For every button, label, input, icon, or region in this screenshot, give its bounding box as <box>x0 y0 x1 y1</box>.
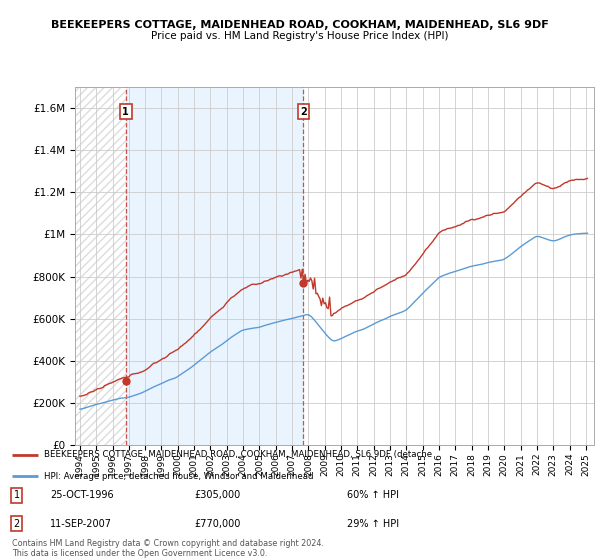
Text: £770,000: £770,000 <box>194 519 241 529</box>
Text: HPI: Average price, detached house, Windsor and Maidenhead: HPI: Average price, detached house, Wind… <box>44 472 314 480</box>
Text: 60% ↑ HPI: 60% ↑ HPI <box>347 491 399 501</box>
Text: 29% ↑ HPI: 29% ↑ HPI <box>347 519 399 529</box>
Bar <box>126 87 304 445</box>
Text: 1: 1 <box>122 107 129 117</box>
Bar <box>75 87 126 445</box>
Text: £305,000: £305,000 <box>194 491 241 501</box>
Text: 2: 2 <box>13 519 20 529</box>
Text: Contains HM Land Registry data © Crown copyright and database right 2024.
This d: Contains HM Land Registry data © Crown c… <box>12 539 324 558</box>
Text: BEEKEEPERS COTTAGE, MAIDENHEAD ROAD, COOKHAM, MAIDENHEAD, SL6 9DF (detache: BEEKEEPERS COTTAGE, MAIDENHEAD ROAD, COO… <box>44 450 433 459</box>
Text: 11-SEP-2007: 11-SEP-2007 <box>50 519 112 529</box>
Text: Price paid vs. HM Land Registry's House Price Index (HPI): Price paid vs. HM Land Registry's House … <box>151 31 449 41</box>
Bar <box>75 87 126 445</box>
Text: 1: 1 <box>14 491 20 501</box>
Text: BEEKEEPERS COTTAGE, MAIDENHEAD ROAD, COOKHAM, MAIDENHEAD, SL6 9DF: BEEKEEPERS COTTAGE, MAIDENHEAD ROAD, COO… <box>51 20 549 30</box>
Text: 2: 2 <box>300 107 307 117</box>
Text: 25-OCT-1996: 25-OCT-1996 <box>50 491 114 501</box>
